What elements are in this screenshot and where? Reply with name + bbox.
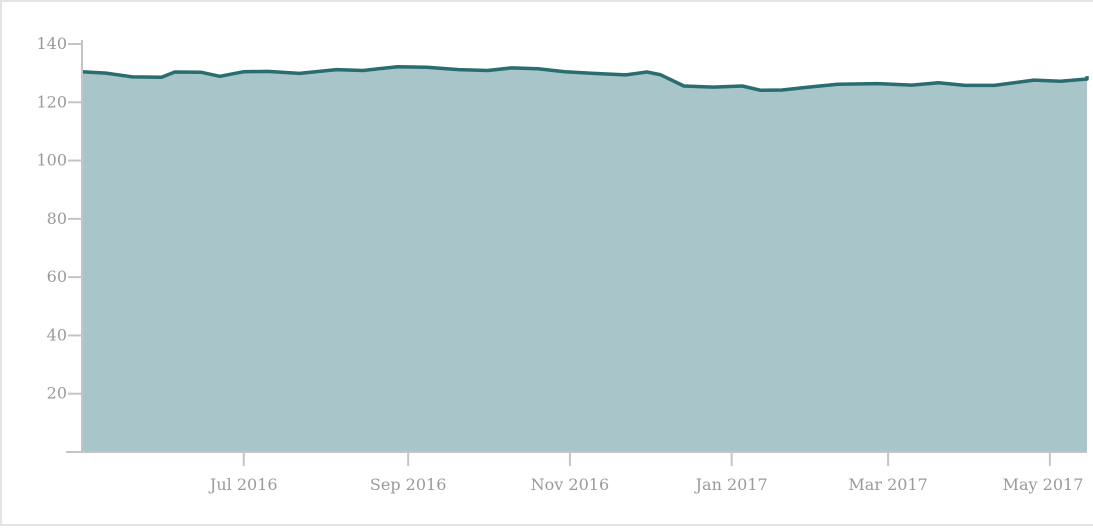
x-tick-label: May 2017 (1003, 475, 1084, 494)
x-tick-label: Nov 2016 (531, 475, 609, 494)
axes: 20 40 60 80 100 120 140 Jul 2016 Sep 2016 Nov 201… (36, 34, 1087, 494)
y-tick-label: 120 (36, 92, 67, 111)
x-tick-label: Mar 2017 (848, 475, 927, 494)
area-fill (82, 66, 1087, 452)
y-tick-label: 60 (47, 267, 67, 286)
plot-area (81, 64, 1089, 452)
y-tick-label: 100 (36, 151, 67, 170)
x-tick-label: Jul 2016 (208, 475, 278, 494)
y-tick-label: 20 (47, 384, 67, 403)
x-tick-label: Sep 2016 (370, 475, 446, 494)
y-tick-label: 80 (47, 209, 67, 228)
x-tick-label: Jan 2017 (694, 475, 768, 494)
y-tick-label: 40 (47, 325, 67, 344)
y-tick-label: 140 (36, 34, 67, 53)
series-line (81, 64, 1089, 93)
